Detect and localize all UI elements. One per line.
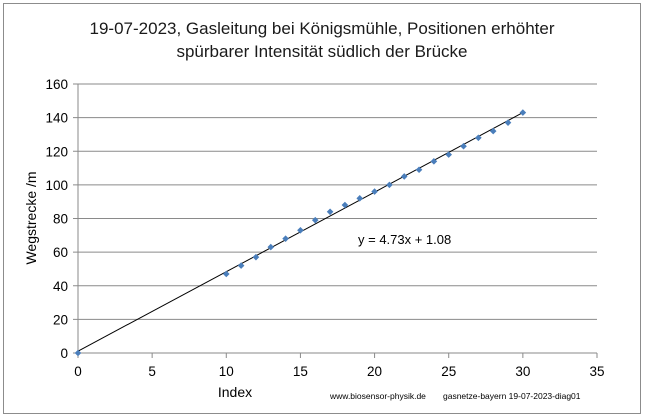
gridlines — [78, 83, 597, 320]
x-tick-label-7: 35 — [589, 364, 604, 379]
y-tick-label-2: 40 — [53, 279, 68, 294]
data-points — [74, 109, 527, 357]
data-point-16 — [445, 151, 453, 158]
data-point-1 — [222, 270, 230, 278]
y-tick-labels: 0 20 40 60 80 100 120 140 160 — [45, 77, 68, 361]
data-point-7 — [311, 216, 319, 224]
data-point-15 — [430, 158, 438, 165]
data-point-20 — [504, 119, 512, 126]
data-point-9 — [341, 201, 349, 209]
data-point-8 — [326, 208, 334, 216]
x-tick-label-6: 30 — [515, 364, 530, 379]
data-point-21 — [519, 109, 527, 116]
x-tick-label-5: 25 — [441, 364, 456, 379]
y-tick-label-4: 80 — [53, 212, 68, 227]
data-point-3 — [252, 253, 260, 261]
data-point-13 — [400, 173, 408, 180]
y-tick-label-1: 20 — [53, 312, 68, 327]
x-tick-labels: 0 5 10 15 20 25 30 35 — [74, 364, 604, 379]
x-tick-label-2: 10 — [219, 364, 234, 379]
credit-website: www.biosensor-physik.de — [329, 391, 426, 401]
chart-frame — [3, 3, 641, 414]
y-axis-label: Wegstrecke /m — [23, 171, 39, 264]
x-tick-label-4: 20 — [367, 364, 382, 379]
y-tick-label-0: 0 — [60, 346, 68, 361]
data-point-6 — [297, 226, 304, 234]
y-tick-label-6: 120 — [45, 144, 68, 159]
data-point-12 — [386, 181, 393, 189]
data-point-5 — [282, 235, 289, 242]
data-point-18 — [475, 134, 482, 142]
y-tick-label-3: 60 — [53, 245, 68, 260]
data-point-14 — [415, 166, 423, 174]
data-point-11 — [371, 188, 378, 195]
data-point-2 — [237, 262, 245, 269]
data-point-17 — [460, 142, 467, 150]
data-point-19 — [489, 127, 497, 135]
data-point-10 — [356, 195, 364, 202]
credit-diagram-id: gasnetze-bayern 19-07-2023-diag01 — [443, 391, 581, 401]
y-tick-label-7: 140 — [45, 111, 68, 126]
axes — [73, 83, 598, 358]
y-tick-label-8: 160 — [45, 77, 68, 92]
chart-title-line-1: 19-07-2023, Gasleitung bei Königsmühle, … — [90, 19, 555, 38]
y-tick-label-5: 100 — [45, 178, 68, 193]
chart-title-line-2: spürbarer Intensität südlich der Brücke — [176, 42, 467, 61]
data-point-4 — [267, 243, 275, 251]
trendline-equation: y = 4.73x + 1.08 — [358, 232, 451, 247]
x-tick-label-0: 0 — [74, 364, 82, 379]
data-point-0 — [74, 349, 82, 357]
x-tick-label-3: 15 — [293, 364, 308, 379]
x-tick-label-1: 5 — [148, 364, 156, 379]
x-axis-label: Index — [218, 384, 252, 400]
